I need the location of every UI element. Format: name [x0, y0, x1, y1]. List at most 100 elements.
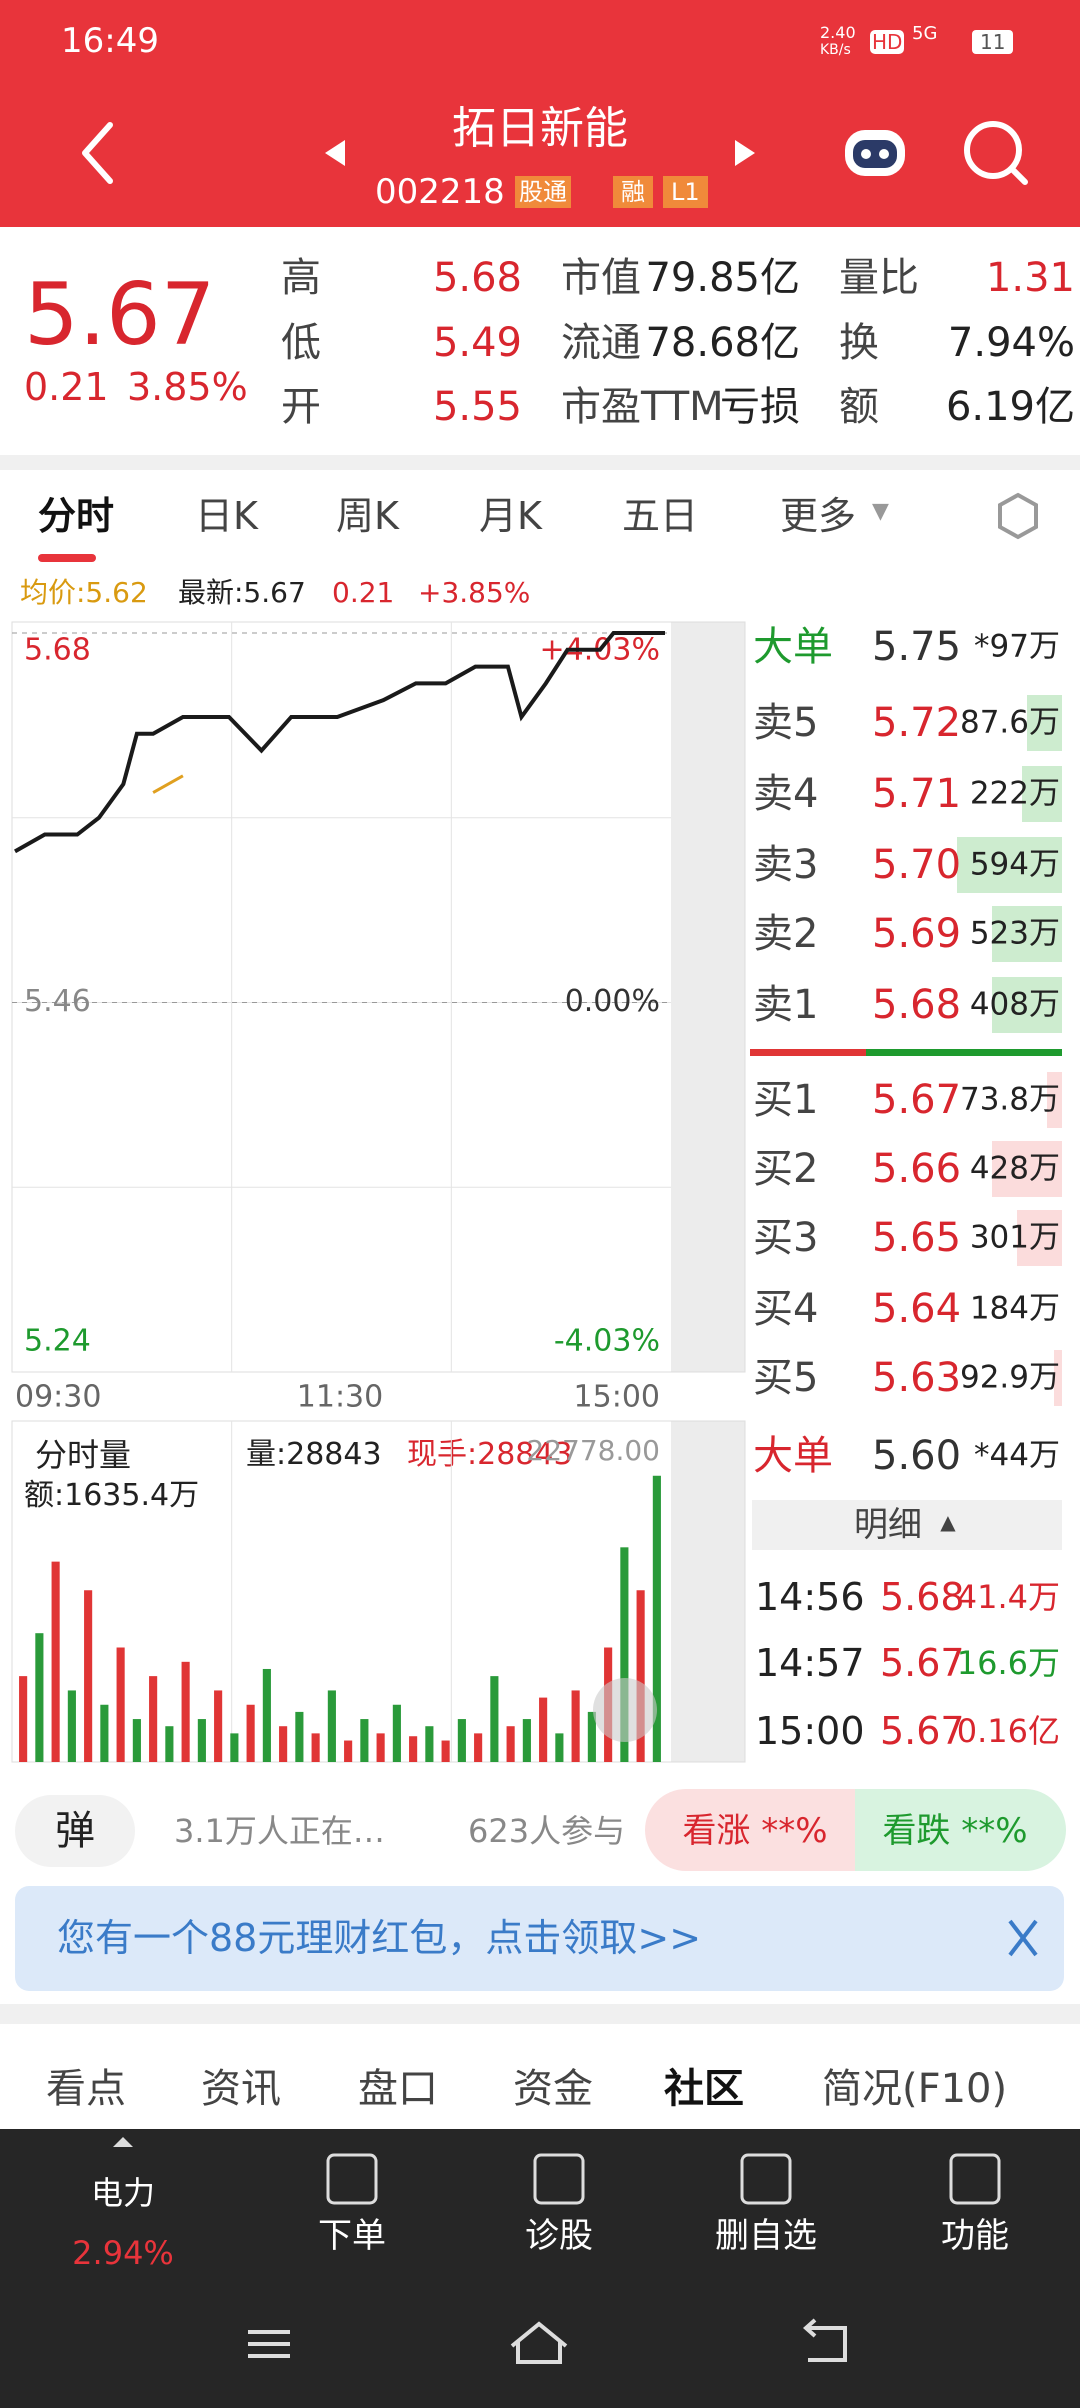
section-tab[interactable]: 社区: [664, 2066, 744, 2112]
ask-price: 5.69: [872, 911, 962, 957]
volume-bar: [35, 1633, 44, 1762]
tab-more-arrow[interactable]: ▼: [872, 499, 889, 524]
volume-bar: [279, 1726, 288, 1762]
badge: L1: [663, 176, 708, 208]
bullet-button[interactable]: [15, 1795, 135, 1867]
ask-price: 5.70: [872, 842, 962, 888]
sector-pct: 2.94%: [72, 2234, 174, 2272]
stat-value: 5.68: [432, 255, 522, 301]
tab[interactable]: 周K: [336, 494, 399, 538]
section-tab[interactable]: 资金: [513, 2066, 593, 2112]
volume-bar: [409, 1736, 418, 1762]
price-line: [14, 631, 665, 854]
volume-bar: [344, 1740, 353, 1762]
detail-volume: 0.16亿: [956, 1712, 1060, 1750]
bid-label: 买2: [753, 1146, 819, 1192]
back-icon[interactable]: [82, 122, 113, 184]
search-icon[interactable]: [964, 121, 1022, 179]
stat-label: 流通: [561, 320, 641, 366]
stat-label: 额: [839, 384, 879, 430]
up-button[interactable]: [645, 1789, 855, 1871]
volume-bar: [84, 1590, 93, 1762]
sector[interactable]: 电力: [90, 2174, 156, 2212]
separator: [0, 2004, 1080, 2024]
big-order-volume: *44万: [974, 1437, 1060, 1474]
bottom-icon: [949, 2153, 1001, 2205]
detail-time: 14:57: [755, 1641, 865, 1685]
bid-price: 5.66: [872, 1146, 962, 1192]
detail-arrow[interactable]: ▲: [940, 1510, 956, 1534]
volume-bar: [474, 1733, 483, 1762]
stat-label: 量比: [839, 255, 919, 301]
tab[interactable]: 分时: [38, 494, 115, 538]
divider-red: [750, 1049, 866, 1056]
nav-icons[interactable]: [248, 2318, 847, 2364]
detail-volume: 41.4万: [956, 1578, 1060, 1616]
tab[interactable]: 五日: [622, 494, 699, 538]
volume-bar: [441, 1740, 450, 1762]
depth-bar: [992, 906, 1062, 962]
avg-price: 均价:5.62: [20, 576, 148, 609]
stat-value: 7.94%: [947, 320, 1075, 366]
latest-pct: +3.85%: [418, 576, 531, 609]
bid-label: 买5: [753, 1355, 819, 1401]
up-label[interactable]: 看涨 **%: [682, 1811, 828, 1851]
stat-value: 1.31: [985, 255, 1075, 301]
y-tick-label: 5.46: [24, 984, 91, 1019]
volume-bar: [149, 1676, 158, 1762]
section-tab[interactable]: 简况(F10): [822, 2066, 1008, 2112]
stat-label: 换: [839, 320, 879, 366]
ask-volume: 594万: [969, 846, 1060, 883]
down-button[interactable]: [855, 1789, 1066, 1871]
detail-time: 14:56: [755, 1575, 865, 1619]
volume-title[interactable]: 分时量: [35, 1436, 132, 1474]
detail-title[interactable]: 明细: [854, 1505, 922, 1545]
banner-text[interactable]: 您有一个88元理财红包，点击领取>>: [57, 1916, 702, 1960]
bid-volume: 92.9万: [959, 1359, 1060, 1396]
volume-bar: [295, 1711, 304, 1762]
prev-icon[interactable]: [325, 140, 345, 166]
volume-bar: [67, 1690, 76, 1762]
bottom-item[interactable]: 下单: [318, 2216, 386, 2256]
bid-price: 5.65: [872, 1215, 962, 1261]
bid-volume: 184万: [969, 1290, 1060, 1327]
tab[interactable]: 月K: [479, 494, 542, 538]
depth-bar: [957, 837, 1062, 893]
tab[interactable]: 更多: [780, 494, 857, 538]
tab[interactable]: 日K: [195, 494, 258, 538]
robot-icon[interactable]: [845, 130, 905, 176]
bid-label: 买3: [753, 1215, 819, 1261]
section-tab[interactable]: 资讯: [201, 2066, 281, 2112]
expand-icon[interactable]: [113, 2137, 133, 2147]
volume-bar: [392, 1704, 401, 1762]
participants: 623人参与: [468, 1812, 626, 1850]
banner[interactable]: [15, 1886, 1064, 1991]
status-speed: 2.40: [820, 23, 856, 42]
big-order-price: 5.75: [872, 624, 962, 670]
detail-price: 5.67: [880, 1709, 965, 1753]
fullscreen-button[interactable]: [593, 1678, 657, 1742]
bottom-icon: [740, 2153, 792, 2205]
big-order-volume: *97万: [974, 628, 1060, 665]
bid-price: 5.67: [872, 1077, 962, 1123]
settings-icon[interactable]: [998, 492, 1038, 540]
latest-change: 0.21: [332, 576, 395, 609]
bottom-item[interactable]: 删自选: [715, 2216, 817, 2256]
y2-tick-label: -4.03%: [554, 1324, 660, 1359]
down-label[interactable]: 看跌 **%: [882, 1811, 1028, 1851]
y2-tick-label: 0.00%: [565, 984, 660, 1019]
volume-current: 现手:28843: [407, 1437, 573, 1472]
after-hours-bg: [671, 622, 745, 1372]
section-tab[interactable]: 盘口: [358, 2066, 438, 2112]
bid-label: 买1: [753, 1077, 819, 1123]
bottom-item[interactable]: 诊股: [525, 2216, 593, 2256]
section-tab[interactable]: 看点: [46, 2066, 126, 2112]
bottom-item[interactable]: 功能: [941, 2216, 1009, 2256]
ask-volume: 87.6万: [959, 704, 1060, 741]
ask-label: 卖4: [753, 771, 819, 817]
next-icon[interactable]: [735, 140, 755, 166]
stat-label: 高: [281, 255, 321, 301]
volume-bar: [652, 1475, 661, 1762]
bullet-label[interactable]: 弹: [55, 1808, 95, 1854]
